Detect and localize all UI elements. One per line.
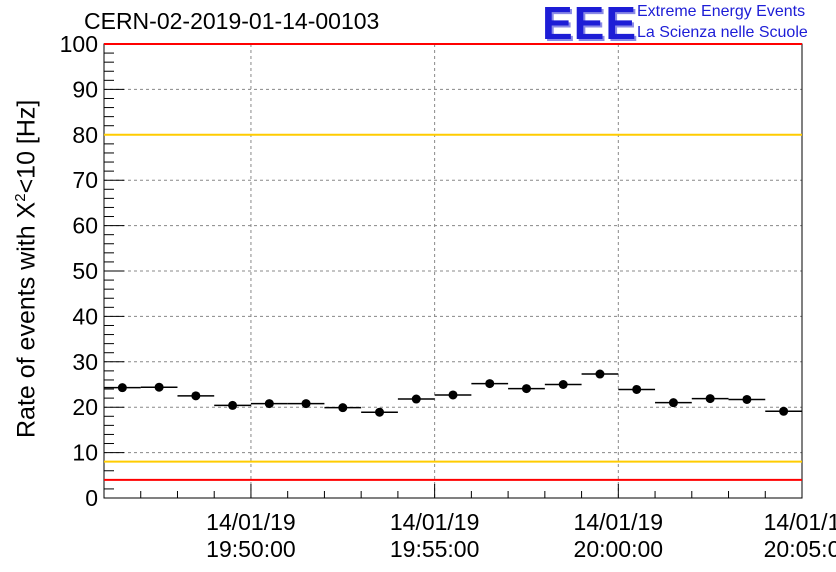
data-point (338, 403, 348, 413)
y-tick-label: 60 (72, 213, 98, 239)
data-point (117, 383, 127, 393)
data-point (668, 398, 678, 408)
data-point (154, 382, 164, 392)
data-point (558, 380, 568, 389)
x-tick-date: 14/01/19 (574, 509, 664, 535)
data-point (301, 399, 311, 409)
data-point (375, 407, 385, 417)
x-tick-time: 19:50:00 (206, 536, 296, 562)
data-point (521, 384, 531, 394)
x-tick-time: 20:00:00 (574, 536, 664, 562)
data-point (632, 384, 642, 394)
logo-line-1: Extreme Energy Events (637, 3, 806, 20)
y-tick-label: 40 (72, 303, 98, 329)
y-tick-label: 90 (72, 76, 98, 102)
y-tick-label: 70 (72, 167, 98, 193)
data-point (264, 399, 274, 409)
data-point (448, 390, 458, 400)
data-point (191, 391, 201, 401)
data-point (779, 406, 789, 416)
y-tick-label: 30 (72, 349, 98, 375)
y-tick-label: 50 (72, 258, 98, 284)
data-point (705, 394, 715, 404)
logo-line-2: La Scienza nelle Scuole (637, 24, 808, 41)
x-tick-date: 14/01/1 (764, 509, 836, 535)
x-tick-time: 20:05:0 (764, 536, 836, 562)
x-tick-date: 14/01/19 (206, 509, 296, 535)
run-title: CERN-02-2019-01-14-00103 (84, 8, 380, 34)
y-tick-label: 10 (72, 440, 98, 466)
data-point (742, 394, 752, 404)
y-tick-label: 100 (60, 31, 98, 57)
y-tick-label: 0 (85, 485, 98, 511)
y-tick-label: 80 (72, 122, 98, 148)
data-point (485, 379, 495, 389)
y-tick-label: 20 (72, 394, 98, 420)
eee-logo: EEE (542, 0, 638, 49)
x-tick-date: 14/01/19 (390, 509, 480, 535)
x-tick-time: 19:55:00 (390, 536, 480, 562)
data-point (411, 394, 421, 404)
data-point (228, 400, 238, 410)
data-point (595, 369, 605, 379)
